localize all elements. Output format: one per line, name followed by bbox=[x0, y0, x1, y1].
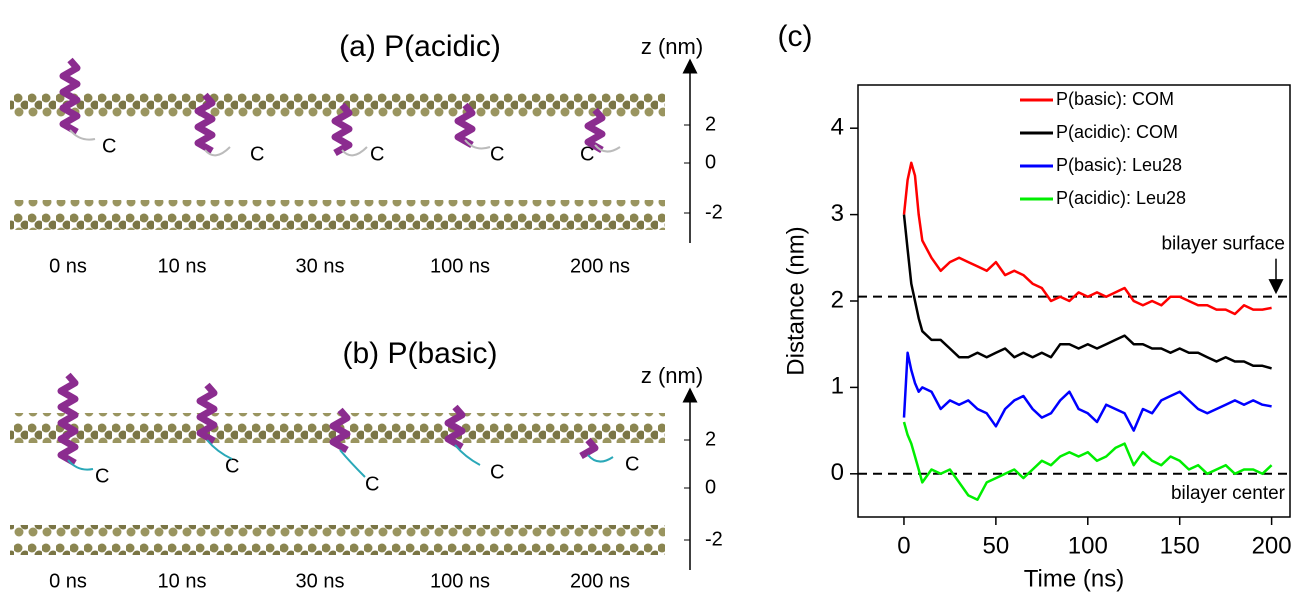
c-terminal-label: C bbox=[580, 143, 594, 165]
peptide-coil bbox=[594, 144, 621, 153]
bilayer-lower bbox=[10, 200, 665, 230]
peptide-helix bbox=[329, 407, 351, 454]
time-label: 10 ns bbox=[158, 570, 207, 592]
legend-label: P(acidic): Leu28 bbox=[1056, 188, 1186, 208]
x-tick-label: 50 bbox=[983, 532, 1010, 559]
peptide-coil bbox=[339, 449, 366, 478]
c-terminal-label: C bbox=[370, 143, 384, 165]
plot-frame bbox=[857, 84, 1291, 518]
reference-label: bilayer center bbox=[1171, 483, 1286, 504]
z-tick-label: 0 bbox=[705, 476, 716, 498]
peptide-helix bbox=[196, 382, 218, 445]
y-axis-label: Distance (nm) bbox=[782, 226, 809, 375]
peptide-coil bbox=[204, 146, 231, 157]
z-axis-label: z (nm) bbox=[641, 34, 703, 59]
time-label: 30 ns bbox=[296, 255, 345, 277]
z-tick-label: 2 bbox=[705, 428, 716, 450]
peptide-helix bbox=[57, 372, 79, 467]
reference-label: bilayer surface bbox=[1161, 234, 1285, 255]
c-terminal-label: C bbox=[250, 143, 264, 165]
c-terminal-label: C bbox=[490, 461, 504, 483]
series-line bbox=[902, 161, 1272, 316]
peptide-helix bbox=[454, 102, 476, 149]
time-label: 200 ns bbox=[570, 570, 630, 592]
peptide-coil bbox=[454, 444, 481, 466]
peptide-coil bbox=[67, 459, 94, 471]
x-axis-label: Time (ns) bbox=[1024, 565, 1124, 592]
peptide-helix bbox=[59, 57, 81, 136]
z-axis-label: z (nm) bbox=[641, 363, 703, 388]
y-tick-label: 3 bbox=[831, 200, 844, 227]
legend-label: P(basic): COM bbox=[1056, 89, 1174, 109]
z-tick-label: 2 bbox=[705, 113, 716, 135]
peptide-helix bbox=[331, 102, 353, 157]
panel-title: (b) P(basic) bbox=[342, 337, 497, 370]
time-label: 200 ns bbox=[570, 255, 630, 277]
legend-label: P(acidic): COM bbox=[1056, 122, 1178, 142]
series-line bbox=[902, 351, 1272, 432]
c-terminal-label: C bbox=[625, 453, 639, 475]
c-terminal-label: C bbox=[225, 455, 239, 477]
x-tick-label: 200 bbox=[1252, 532, 1292, 559]
c-terminal-label: C bbox=[95, 465, 109, 487]
z-tick-label: -2 bbox=[705, 201, 723, 223]
z-tick-label: -2 bbox=[705, 528, 723, 550]
bilayer-lower bbox=[10, 525, 665, 555]
x-tick-label: 150 bbox=[1160, 532, 1200, 559]
bilayer-upper bbox=[10, 90, 665, 120]
peptide-helix bbox=[194, 92, 216, 155]
z-tick-label: 0 bbox=[705, 151, 716, 173]
series-line bbox=[902, 421, 1273, 501]
peptide-coil bbox=[464, 139, 491, 150]
peptide-coil bbox=[587, 454, 614, 463]
peptide-helix bbox=[444, 404, 466, 451]
time-label: 10 ns bbox=[158, 255, 207, 277]
c-terminal-label: C bbox=[365, 473, 379, 495]
time-label: 0 ns bbox=[49, 570, 87, 592]
peptide-helix bbox=[579, 437, 599, 460]
peptide-coil bbox=[206, 439, 233, 460]
time-label: 30 ns bbox=[296, 570, 345, 592]
peptide-coil bbox=[341, 146, 368, 157]
x-tick-label: 0 bbox=[897, 532, 910, 559]
time-label: 0 ns bbox=[49, 255, 87, 277]
time-label: 100 ns bbox=[430, 255, 490, 277]
peptide-coil bbox=[69, 129, 96, 141]
panel-title: (a) P(acidic) bbox=[339, 30, 501, 63]
c-terminal-label: C bbox=[490, 143, 504, 165]
x-tick-label: 100 bbox=[1068, 532, 1108, 559]
panel-label: (c) bbox=[778, 20, 813, 53]
y-tick-label: 4 bbox=[831, 114, 844, 141]
y-tick-label: 2 bbox=[831, 286, 844, 313]
c-terminal-label: C bbox=[102, 135, 116, 157]
y-tick-label: 0 bbox=[831, 459, 844, 486]
series-line bbox=[902, 214, 1272, 370]
time-label: 100 ns bbox=[430, 570, 490, 592]
legend-label: P(basic): Leu28 bbox=[1056, 155, 1182, 175]
y-tick-label: 1 bbox=[831, 373, 844, 400]
peptide-helix bbox=[584, 107, 606, 154]
